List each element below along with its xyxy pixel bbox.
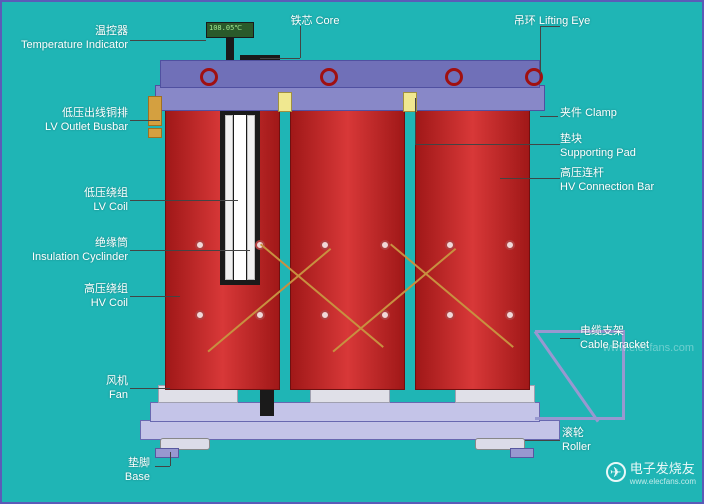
label-en: HV Coil [91,297,128,309]
hv-terminal [195,240,205,250]
leader-line [415,98,416,144]
label-en: LV Outlet Busbar [45,121,128,133]
label-temp-indicator: 温控器 Temperature Indicator [8,24,128,53]
leader-line [540,26,541,74]
leader-line [500,178,560,179]
supporting-pad [278,92,292,112]
label-zh: 铁芯 [291,15,313,27]
insulation-cylinder [247,115,255,280]
leader-line [155,466,170,467]
leader-line [130,200,238,201]
leader-line [130,296,180,297]
base-foot [510,448,534,458]
site-logo: ✈ 电子发烧友 www.elecfans.com [606,458,696,486]
label-core: 铁芯 Core [270,14,360,28]
label-en: Base [125,471,150,483]
hv-terminal [445,310,455,320]
label-zh: 夹件 [560,107,582,119]
label-hv-coil: 高压绕组 HV Coil [8,282,128,311]
leader-line [170,452,171,466]
leader-line [260,58,300,59]
label-zh: 高压绕组 [84,283,128,295]
hv-terminal [380,240,390,250]
lv-busbar [148,96,162,126]
label-supporting-pad: 垫块 Supporting Pad [560,132,700,161]
label-fan: 风机 Fan [8,374,128,403]
label-roller: 滚轮 Roller [562,426,682,455]
label-hv-conn-bar: 高压连杆 HV Connection Bar [560,166,700,195]
label-en: Insulation Cyclinder [32,251,128,263]
lv-busbar [148,128,162,138]
hv-coil [415,110,530,390]
logo-icon: ✈ [606,462,626,482]
label-en: Temperature Indicator [21,39,128,51]
leader-line [525,440,560,441]
logo-sub: www.elecfans.com [630,477,696,486]
base-channel-upper [150,402,540,422]
label-clamp: 夹件 Clamp [560,106,680,120]
label-lifting-eye: 吊环 Lifting Eye [492,14,612,28]
leader-line [130,388,170,389]
label-en: Fan [109,389,128,401]
label-zh: 垫块 [560,133,582,145]
hv-terminal [320,310,330,320]
label-en: Lifting Eye [539,15,590,27]
insulation-cylinder [225,115,233,280]
label-en: Supporting Pad [560,147,636,159]
label-zh: 吊环 [514,15,536,27]
leader-line [415,144,560,145]
hv-terminal [505,240,515,250]
indicator-display: 108.05℃ [207,23,253,33]
lifting-eye [320,68,338,86]
logo-text: 电子发烧友 [630,458,696,477]
diagram-container: 108.05℃ 温控器 Temperature Indicator 铁芯 Cor… [0,0,704,504]
temperature-indicator: 108.05℃ [206,22,254,38]
lifting-eye [200,68,218,86]
label-zh: 温控器 [95,25,128,37]
base-channel [140,420,560,440]
leader-line [300,26,301,58]
label-lv-coil: 低压绕组 LV Coil [8,186,128,215]
leader-line [560,338,580,339]
label-zh: 绝缘筒 [95,237,128,249]
leader-line [130,120,160,121]
watermark: www.elecfans.com [603,342,694,354]
top-clamp [155,85,545,111]
label-zh: 滚轮 [562,427,584,439]
label-zh: 风机 [106,375,128,387]
hv-terminal [505,310,515,320]
label-en: LV Coil [93,201,128,213]
label-en: Core [316,15,340,27]
label-zh: 垫脚 [128,457,150,469]
base-foot [155,448,179,458]
label-en: HV Connection Bar [560,181,654,193]
leader-line [540,116,558,117]
lifting-eye [445,68,463,86]
label-zh: 低压出线铜排 [62,107,128,119]
lv-coil-cutaway [234,115,246,280]
hv-coil [290,110,405,390]
indicator-stem [226,38,234,60]
label-zh: 电缆支架 [580,325,624,337]
label-lv-busbar: 低压出线铜排 LV Outlet Busbar [8,106,128,135]
label-ins-cyl: 绝缘筒 Insulation Cyclinder [8,236,128,265]
label-base: 垫脚 Base [70,456,150,485]
label-zh: 低压绕组 [84,187,128,199]
label-en: Roller [562,441,591,453]
leader-line [130,40,206,41]
hv-terminal [195,310,205,320]
label-en: Clamp [585,107,617,119]
fan-lead [260,388,274,416]
label-zh: 高压连杆 [560,167,604,179]
leader-line [130,250,250,251]
